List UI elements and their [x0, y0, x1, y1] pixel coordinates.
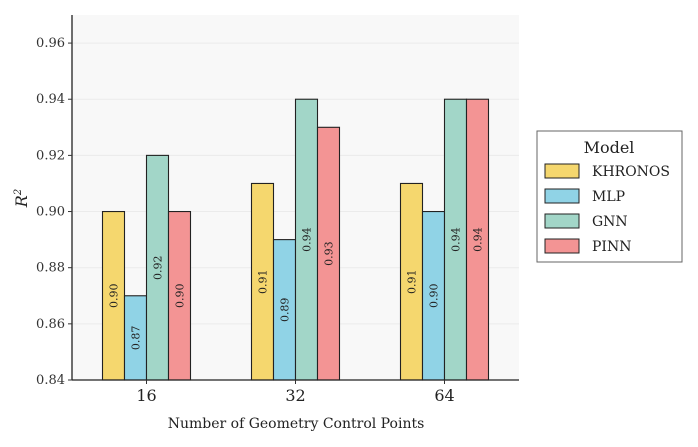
bar-value-label: 0.91: [257, 269, 270, 294]
bars-group: [101, 98, 490, 381]
legend-items: KHRONOS MLP GNN PINN: [544, 163, 670, 255]
y-tick-label: 0.90: [36, 205, 65, 220]
y-tick-label: 0.84: [36, 373, 65, 388]
y-axis-label-superscript: 2: [13, 189, 24, 196]
y-axis-label-base: R: [12, 195, 31, 208]
legend-label-pinn: PINN: [592, 239, 631, 255]
legend-swatch-khronos: [544, 163, 580, 179]
legend-swatch-mlp: [544, 188, 580, 204]
bar-value-label: 0.93: [323, 241, 336, 266]
x-tick-label: 64: [434, 386, 454, 405]
legend-label-mlp: MLP: [592, 189, 625, 205]
x-axis-label: Number of Geometry Control Points: [168, 416, 425, 432]
x-tick-label: 16: [136, 386, 156, 405]
legend-label-khronos: KHRONOS: [592, 164, 670, 180]
legend-swatch-gnn: [544, 213, 580, 229]
bar-value-label: 0.87: [130, 326, 143, 351]
y-tick-label: 0.92: [36, 148, 65, 163]
bar-value-label: 0.94: [301, 227, 314, 252]
bar-value-label: 0.92: [152, 255, 165, 280]
legend-label-gnn: GNN: [592, 214, 628, 230]
y-tick-label: 0.94: [36, 92, 65, 107]
y-axis-label: R2: [12, 189, 31, 208]
x-ticks-group: 16 32 64: [136, 380, 455, 405]
bar-value-label: 0.90: [428, 284, 441, 309]
y-ticks-group: 0.84 0.86 0.88 0.90 0.92 0.94 0.96: [36, 36, 72, 388]
bar-value-label: 0.94: [472, 227, 485, 252]
y-tick-label: 0.88: [36, 261, 65, 276]
bar-value-label: 0.94: [450, 227, 463, 252]
x-tick-label: 32: [285, 386, 305, 405]
bar-value-label: 0.91: [406, 269, 419, 294]
bar-value-label: 0.90: [174, 284, 187, 309]
legend-swatch-pinn: [544, 238, 580, 254]
legend-title: Model: [584, 138, 635, 157]
legend: Model KHRONOS MLP GNN PINN: [536, 130, 683, 263]
bar-labels-group: 0.90 0.87 0.92 0.90 0.91 0.89 0.94 0.93 0.91 0.90…: [108, 227, 485, 350]
bar-value-label: 0.89: [279, 298, 292, 323]
y-tick-label: 0.96: [36, 36, 65, 51]
y-tick-label: 0.86: [36, 317, 65, 332]
bar-value-label: 0.90: [108, 284, 121, 309]
